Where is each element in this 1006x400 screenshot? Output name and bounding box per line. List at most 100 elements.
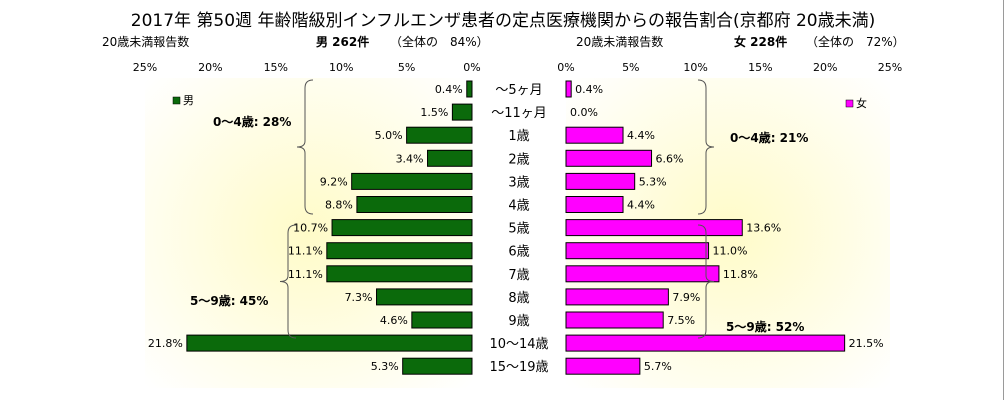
- legend-male-swatch: [172, 96, 181, 105]
- chart-title: 2017年 第50週 年齢階級別インフルエンザ患者の定点医療機関からの報告割合(…: [130, 11, 876, 31]
- male-data-label: 11.1%: [288, 268, 323, 281]
- right-tick-label: 15%: [748, 61, 772, 74]
- male-summary-count: 男 262件: [316, 35, 370, 49]
- female-bar: [565, 334, 846, 352]
- male-data-label: 21.8%: [148, 337, 183, 350]
- category-label: 7歳: [508, 268, 529, 283]
- male-bar: [466, 80, 473, 98]
- category-label: 2歳: [508, 152, 529, 167]
- female-brace-5-9: [697, 224, 715, 339]
- female-bar: [565, 172, 636, 190]
- male-data-label: 0.4%: [435, 83, 463, 96]
- male-bar: [427, 149, 473, 167]
- right-tick-label: 10%: [683, 61, 707, 74]
- female-data-label: 4.4%: [627, 199, 655, 212]
- female-bar: [565, 357, 641, 375]
- category-label: 9歳: [508, 314, 529, 329]
- female-bar: [565, 242, 710, 260]
- left-tick-label: 0%: [463, 61, 480, 74]
- left-tick-label: 15%: [264, 61, 288, 74]
- legend-female-label: 女: [856, 96, 867, 110]
- male-bar: [406, 126, 473, 144]
- category-label: 8歳: [508, 291, 529, 306]
- female-bar: [565, 265, 720, 283]
- female-bar: [565, 149, 653, 167]
- female-data-label: 5.7%: [644, 360, 672, 373]
- male-data-label: 5.0%: [375, 129, 403, 142]
- annotation-male-0-4: 0～4歳: 28%: [213, 114, 291, 129]
- male-data-label: 10.7%: [293, 222, 328, 235]
- right-tick-label: 0%: [557, 61, 574, 74]
- male-data-label: 9.2%: [320, 175, 348, 188]
- left-axis-title: 20歳未満報告数: [102, 35, 190, 49]
- female-data-label: 5.3%: [639, 175, 667, 188]
- male-brace-5-9: [279, 224, 297, 339]
- female-data-label: 11.0%: [713, 245, 748, 258]
- right-tick-label: 25%: [878, 61, 902, 74]
- left-tick-label: 5%: [398, 61, 415, 74]
- male-data-label: 11.1%: [288, 245, 323, 258]
- male-bar: [451, 103, 473, 121]
- category-label: ～5ヶ月: [495, 83, 542, 98]
- female-brace-0-4: [697, 79, 715, 215]
- category-label: 4歳: [508, 199, 529, 214]
- female-data-label: 0.0%: [570, 106, 598, 119]
- category-label: 6歳: [508, 245, 529, 260]
- male-bar: [186, 334, 473, 352]
- female-data-label: 7.5%: [667, 314, 695, 327]
- male-data-label: 7.3%: [345, 291, 373, 304]
- male-brace-0-4: [296, 79, 314, 215]
- female-bar: [565, 196, 624, 213]
- male-data-label: 1.5%: [420, 106, 448, 119]
- female-data-label: 4.4%: [627, 129, 655, 142]
- male-bar: [331, 219, 473, 237]
- left-tick-label: 10%: [329, 61, 353, 74]
- left-tick-label: 20%: [198, 61, 222, 74]
- female-bar: [565, 219, 743, 237]
- category-label: 15～19歳: [489, 360, 548, 375]
- female-data-label: 13.6%: [746, 222, 781, 235]
- female-data-label: 0.4%: [575, 83, 603, 96]
- male-data-label: 8.8%: [325, 199, 353, 212]
- male-share: （全体の 84%）: [390, 35, 489, 49]
- female-summary-count: 女 228件: [734, 35, 788, 49]
- male-bar: [376, 288, 473, 306]
- female-bar: [565, 288, 669, 306]
- category-label: 5歳: [508, 222, 529, 237]
- legend-male-label: 男: [183, 94, 194, 107]
- category-label: 10～14歳: [489, 337, 548, 352]
- male-bar: [402, 357, 473, 375]
- female-data-label: 21.5%: [849, 337, 884, 350]
- male-bar: [411, 311, 473, 329]
- male-bar: [326, 242, 473, 260]
- annotation-female-5-9: 5～9歳: 52%: [726, 319, 804, 334]
- male-bar: [351, 172, 473, 190]
- annotation-female-0-4: 0～4歳: 21%: [730, 130, 808, 145]
- female-bar: [565, 126, 624, 144]
- right-tick-label: 20%: [813, 61, 837, 74]
- male-summary: 男 262件: [316, 33, 369, 50]
- left-tick-label: 25%: [133, 61, 157, 74]
- female-summary: 女 228件: [734, 33, 787, 50]
- female-bar: [565, 311, 664, 329]
- category-label: ～11ヶ月: [491, 106, 547, 121]
- legend-female-swatch: [845, 99, 854, 108]
- right-axis-title: 20歳未満報告数: [576, 35, 664, 49]
- male-data-label: 5.3%: [371, 360, 399, 373]
- annotation-male-5-9: 5～9歳: 45%: [190, 293, 268, 308]
- female-bar: [565, 80, 572, 98]
- male-data-label: 4.6%: [380, 314, 408, 327]
- female-data-label: 7.9%: [672, 291, 700, 304]
- male-bar: [356, 196, 473, 213]
- right-tick-label: 5%: [622, 61, 639, 74]
- category-label: 3歳: [508, 175, 529, 190]
- female-data-label: 6.6%: [656, 152, 684, 165]
- category-label: 1歳: [508, 129, 529, 144]
- right-edge-line: [1003, 0, 1004, 400]
- male-bar: [326, 265, 473, 283]
- female-data-label: 11.8%: [723, 268, 758, 281]
- male-data-label: 3.4%: [396, 152, 424, 165]
- female-share: （全体の 72%）: [806, 35, 905, 49]
